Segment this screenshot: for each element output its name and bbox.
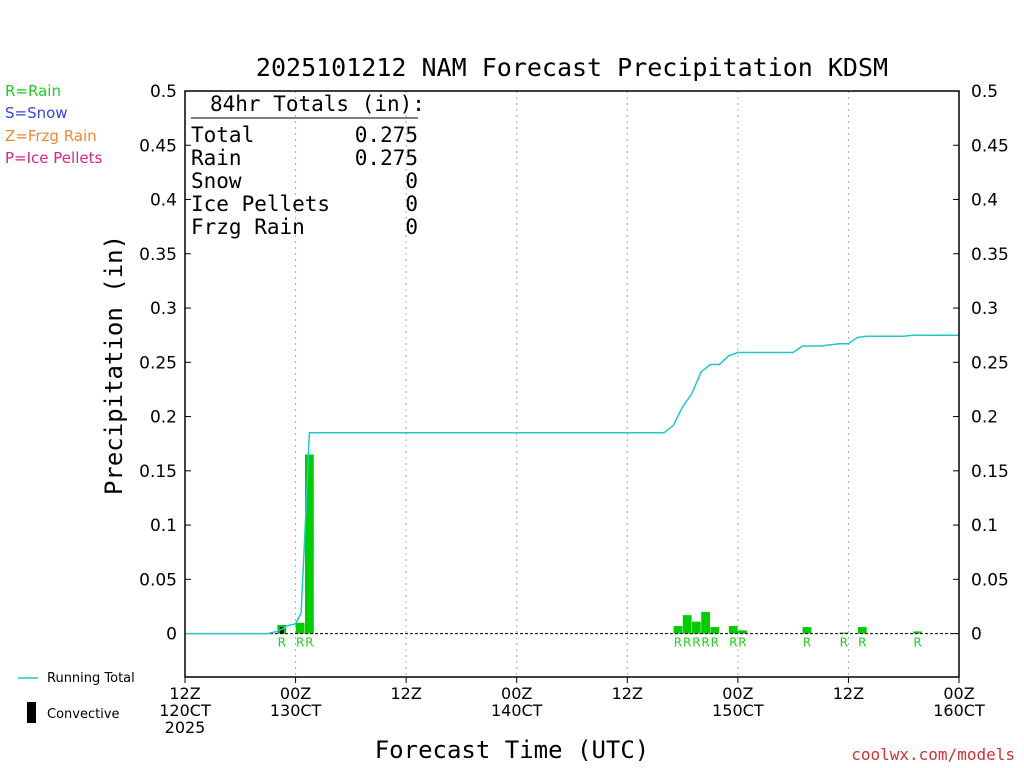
y-tick-label-left: 0.25 [139, 353, 177, 373]
y-tick-label-left: 0.1 [150, 516, 177, 536]
credit-text: coolwx.com/models [851, 745, 1015, 764]
y-tick-label-left: 0.3 [150, 299, 177, 319]
convective-bar [279, 627, 284, 634]
precip-bars [277, 454, 922, 634]
x-tick-label: 12Z [612, 684, 643, 703]
y-tick-label-left: 0.2 [150, 408, 177, 428]
precip-type-label: R [729, 636, 737, 650]
x-tick-label: 120CT [159, 701, 211, 720]
precip-bar [913, 631, 922, 634]
precip-type-label: R [711, 636, 719, 650]
precip-bar [710, 627, 720, 634]
totals-value-ice-pellets: 0 [405, 192, 418, 216]
y-tick-label-right: 0.1 [971, 516, 998, 536]
precip-type-label: R [858, 636, 866, 650]
y-axis-right: 0 0.05 0.1 0.15 0.2 0.25 0.3 0.35 0.4 0.45 0.5 [953, 82, 1009, 645]
x-tick-label: 00Z [943, 684, 974, 703]
x-tick-label: 12Z [390, 684, 421, 703]
precip-bar [738, 630, 747, 634]
totals-value-frzg-rain: 0 [405, 215, 418, 239]
precip-type-label: R [296, 636, 304, 650]
y-tick-label-left: 0 [166, 625, 177, 645]
precip-type-label: R [692, 636, 700, 650]
totals-value-rain: 0.275 [355, 146, 418, 170]
y-tick-label-left: 0.35 [139, 245, 177, 265]
x-tick-label: 130CT [270, 701, 322, 720]
series-legend: Running Total Convective [18, 671, 135, 723]
vertical-gridlines [295, 91, 849, 677]
convective-swatch [27, 702, 36, 723]
type-legend: R=Rain S=Snow Z=Frzg Rain P=Ice Pellets [5, 82, 102, 167]
y-axis-left: 0 0.05 0.1 0.15 0.2 0.25 0.3 0.35 0.4 0.45 0.5 [139, 82, 191, 645]
totals-label-ice-pellets: Ice Pellets [191, 192, 330, 216]
precip-type-label: R [278, 636, 286, 650]
plot-frame [184, 90, 960, 678]
precip-bar [728, 625, 738, 634]
running-total-line [185, 334, 959, 635]
x-tick-label: 2025 [165, 718, 206, 737]
precip-type-label: R [738, 636, 746, 650]
precip-type-label: R [701, 636, 709, 650]
y-tick-label-left: 0.15 [139, 462, 177, 482]
totals-value-total: 0.275 [355, 123, 418, 147]
totals-value-snow: 0 [405, 169, 418, 193]
precip-bar [682, 615, 692, 634]
y-tick-label-right: 0.25 [971, 353, 1009, 373]
y-tick-label-right: 0.45 [971, 136, 1009, 156]
type-legend-ice-pellets: P=Ice Pellets [5, 149, 102, 167]
convective-bars [279, 627, 284, 634]
x-tick-label: 00Z [501, 684, 532, 703]
precip-bar [692, 621, 701, 634]
precip-type-label: R [803, 636, 811, 650]
x-tick-label: 00Z [280, 684, 311, 703]
type-legend-frzg-rain: Z=Frzg Rain [5, 127, 97, 145]
precip-bar [305, 454, 314, 634]
y-tick-label-left: 0.05 [139, 570, 177, 590]
precip-bar [673, 625, 683, 634]
precip-type-label: R [683, 636, 691, 650]
type-legend-rain: R=Rain [5, 82, 61, 100]
x-tick-label: 12Z [833, 684, 864, 703]
x-tick-label: 12Z [169, 684, 200, 703]
y-tick-label-right: 0.15 [971, 462, 1009, 482]
y-tick-label-right: 0.35 [971, 245, 1009, 265]
x-tick-label: 150CT [712, 701, 764, 720]
running-total-legend-label: Running Total [47, 671, 135, 686]
x-axis-label: Forecast Time (UTC) [375, 736, 650, 764]
totals-label-frzg-rain: Frzg Rain [191, 215, 305, 239]
precip-bar [857, 627, 867, 634]
precip-bar [839, 632, 849, 634]
x-tick-label: 140CT [491, 701, 543, 720]
y-tick-label-right: 0.05 [971, 570, 1009, 590]
precip-bar [802, 627, 812, 634]
y-tick-label-left: 0.4 [150, 191, 177, 211]
y-tick-label-right: 0.3 [971, 299, 998, 319]
x-tick-label: 160CT [933, 701, 985, 720]
totals-label-rain: Rain [191, 146, 242, 170]
precip-type-label: R [674, 636, 682, 650]
chart-title: 2025101212 NAM Forecast Precipitation KD… [256, 53, 888, 82]
x-tick-label: 00Z [722, 684, 753, 703]
convective-legend-label: Convective [47, 707, 120, 722]
y-tick-label-right: 0 [971, 625, 982, 645]
y-tick-label-right: 0.4 [971, 191, 998, 211]
totals-heading: 84hr Totals (in): [210, 92, 425, 116]
y-tick-label-right: 0.2 [971, 408, 998, 428]
y-tick-label-left: 0.5 [150, 82, 177, 102]
y-tick-label-right: 0.5 [971, 82, 998, 102]
precip-type-label: R [913, 636, 921, 650]
precip-type-label: R [840, 636, 848, 650]
totals-label-total: Total [191, 123, 254, 147]
precip-type-label: R [305, 636, 313, 650]
precip-bar [701, 611, 710, 634]
type-legend-snow: S=Snow [5, 104, 68, 122]
precip-bar [295, 622, 305, 634]
totals-label-snow: Snow [191, 169, 242, 193]
y-tick-label-left: 0.45 [139, 136, 177, 156]
y-axis-label: Precipitation (in) [100, 235, 128, 495]
totals-box: 84hr Totals (in): Total 0.275 Rain 0.275… [191, 92, 425, 239]
